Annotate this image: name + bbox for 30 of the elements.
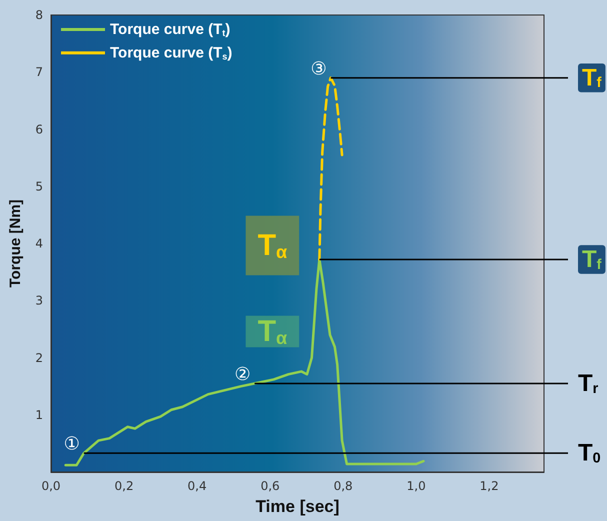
y-tick-label: 4 xyxy=(35,236,43,250)
x-tick-label: 1,2 xyxy=(480,479,499,493)
ref-line-label: Tr xyxy=(578,370,599,397)
x-tick-label: 0,8 xyxy=(334,479,353,493)
x-axis-title: Time [sec] xyxy=(256,497,340,516)
x-tick-label: 0,2 xyxy=(114,479,134,493)
y-tick-label: 8 xyxy=(35,8,43,22)
x-tick-label: 0,6 xyxy=(260,479,280,493)
annotation: ① xyxy=(64,434,80,455)
y-axis-title: Torque [Nm] xyxy=(7,199,24,288)
annotation: ② xyxy=(234,364,251,385)
y-tick-label: 7 xyxy=(35,65,43,80)
line-series xyxy=(318,76,344,261)
y-tick-label: 1 xyxy=(35,408,43,422)
annotation: Tα xyxy=(258,228,288,262)
x-tick-label: 0,4 xyxy=(188,479,207,493)
ref-line-label: Tf xyxy=(582,246,602,273)
line-series xyxy=(64,258,425,466)
x-tick-label: 0,0 xyxy=(41,479,61,493)
y-tick-label: 5 xyxy=(35,179,43,194)
y-tick-label: 2 xyxy=(35,350,43,365)
y-tick-label: 3 xyxy=(35,294,43,308)
legend-label: Torque curve (Tt) xyxy=(110,21,230,38)
y-tick-label: 6 xyxy=(35,122,43,136)
annotation: ③ xyxy=(310,58,327,80)
legend-label: Torque curve (Ts) xyxy=(110,44,232,62)
annotation: Tα xyxy=(258,314,288,348)
ref-line-label: T0 xyxy=(578,440,601,467)
x-tick-label: 1,0 xyxy=(406,479,426,493)
ref-line-label: Tf xyxy=(582,64,602,92)
